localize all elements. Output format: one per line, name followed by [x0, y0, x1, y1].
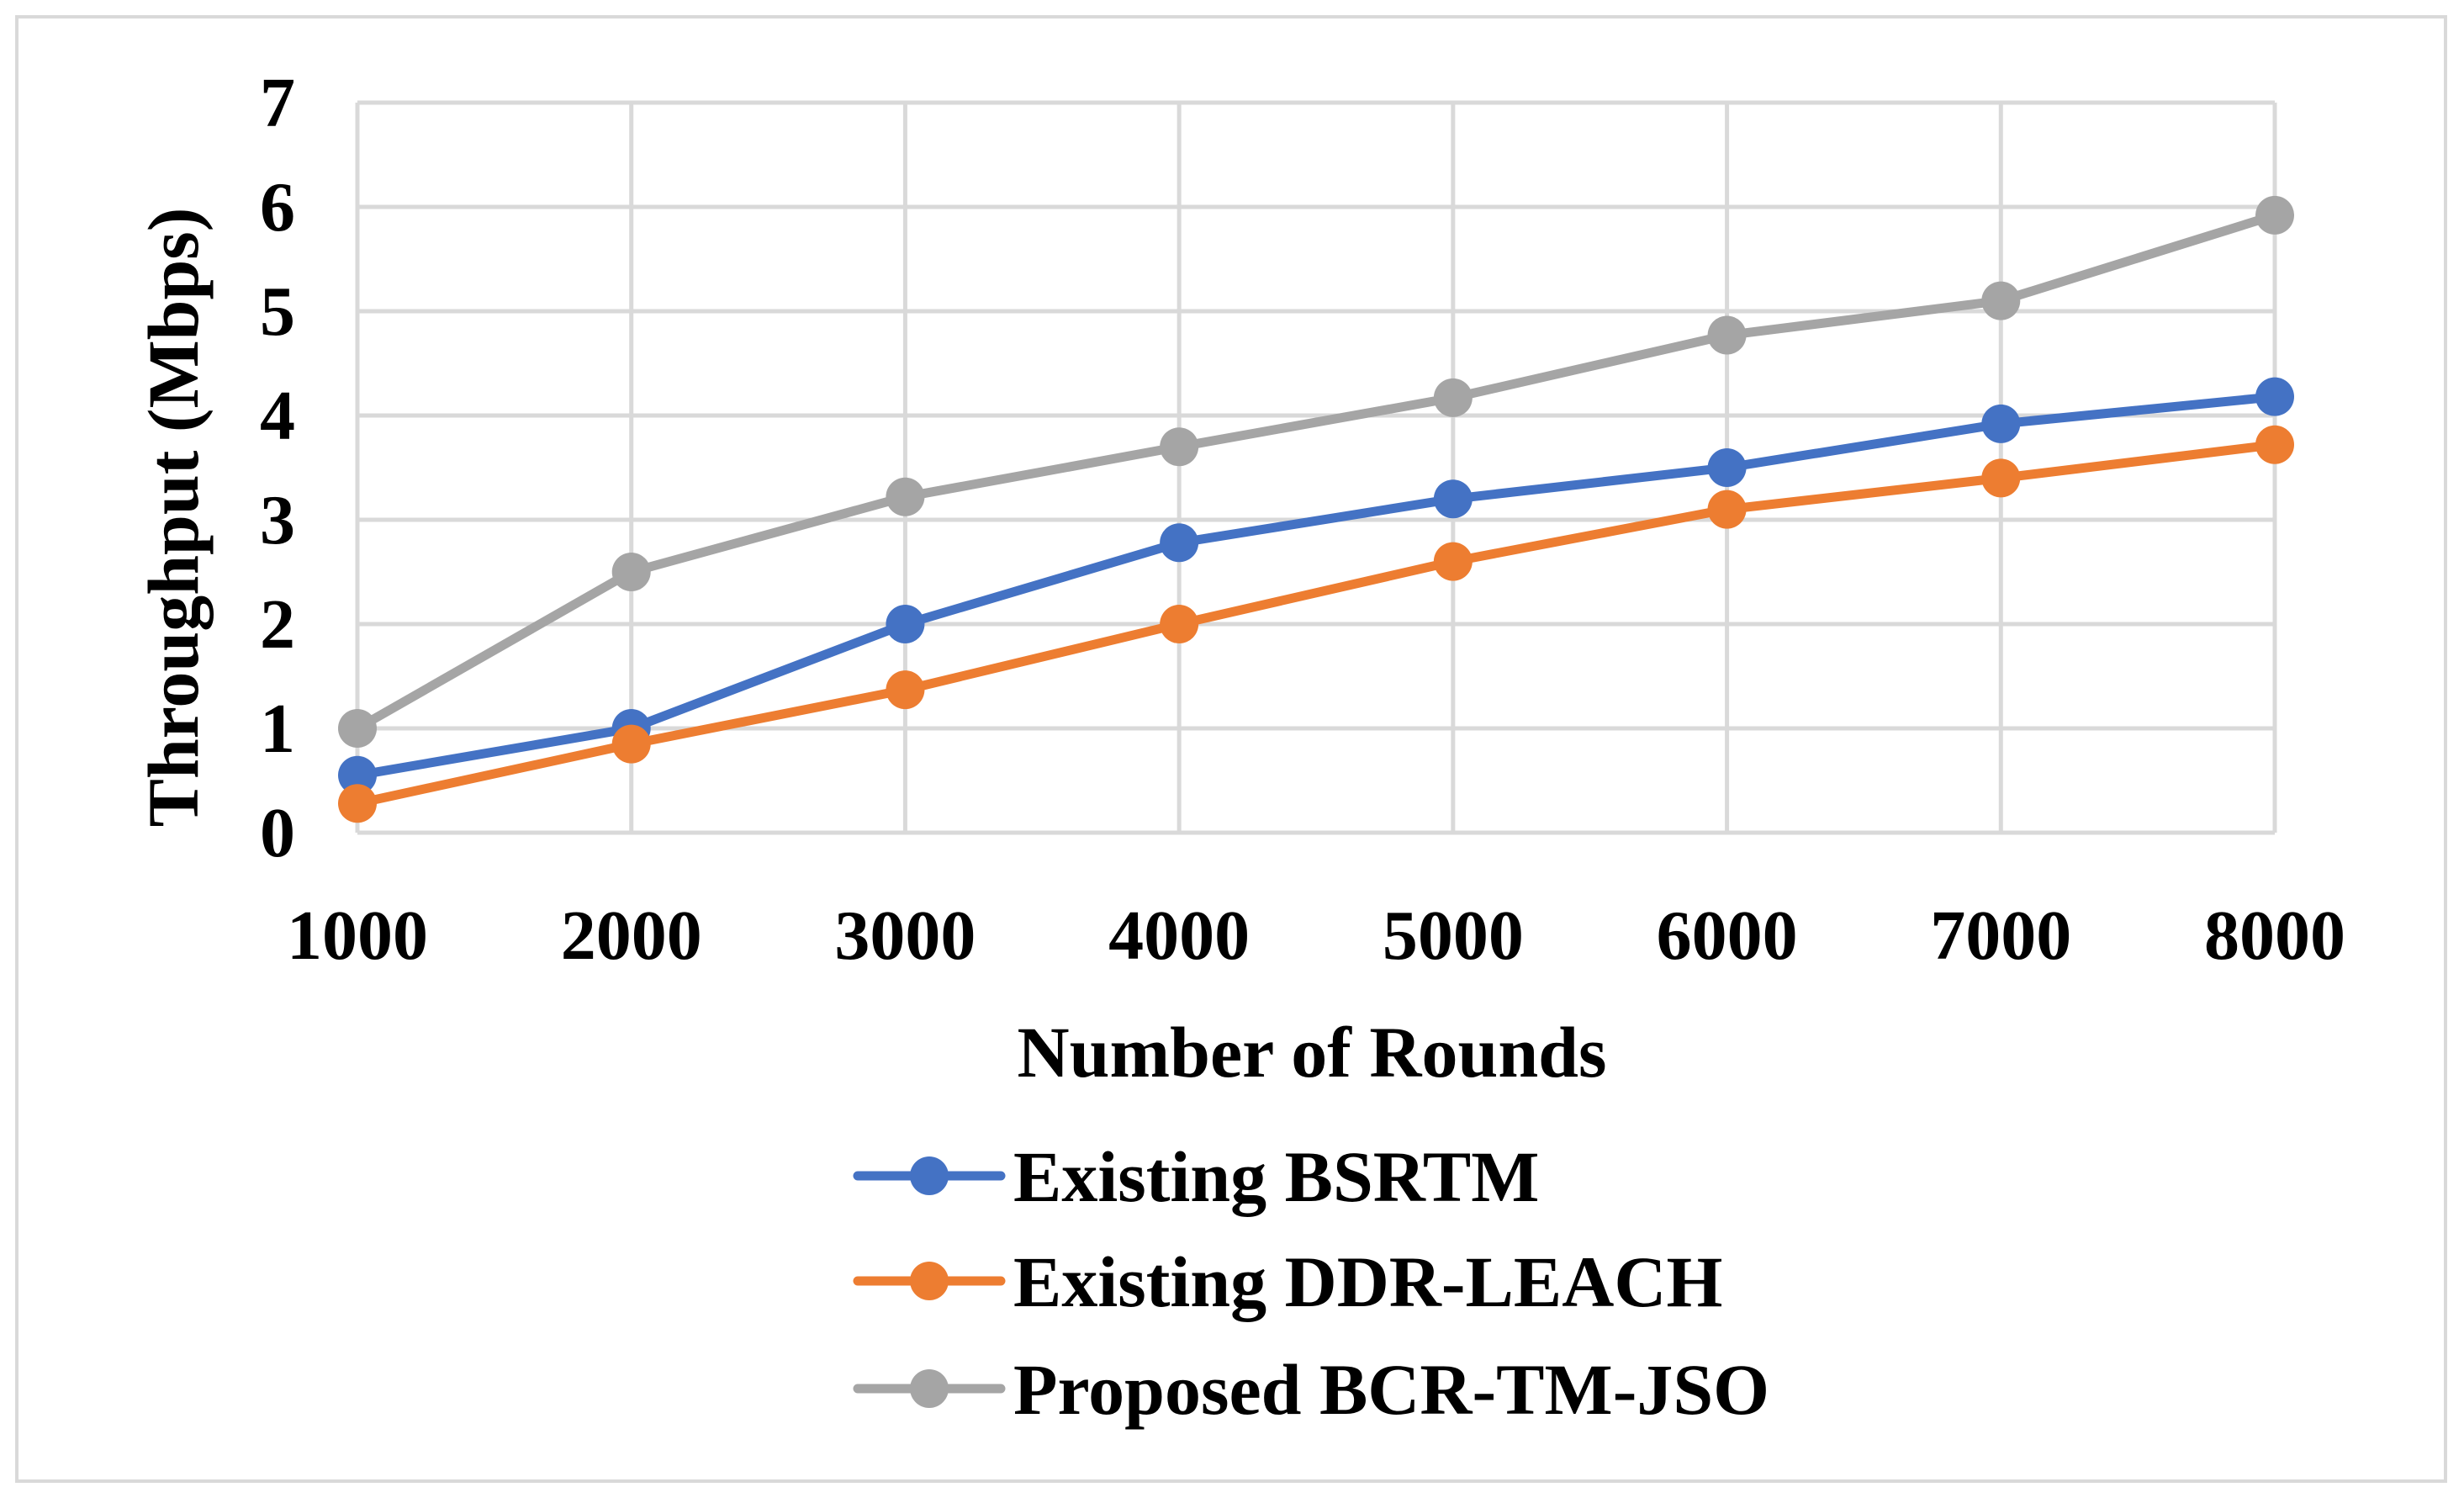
y-axis-ticks: 0 1 2 3 4 5 6 7 — [260, 64, 295, 872]
x-axis-ticks: 1000 2000 3000 4000 5000 6000 7000 8000 — [287, 897, 2345, 975]
data-point — [2255, 195, 2294, 235]
legend-entry: Existing DDR-LEACH — [853, 1241, 1722, 1322]
legend: Existing BSRTM Existing DDR-LEACH Proposed… — [853, 1136, 1769, 1430]
data-point — [611, 553, 651, 591]
legend-label: Existing DDR-LEACH — [1013, 1241, 1722, 1322]
data-point — [1981, 458, 2021, 498]
chart-frame — [15, 15, 2447, 1483]
data-point — [611, 724, 651, 764]
x-tick-label: 8000 — [2204, 897, 2345, 975]
legend-label: Proposed BCR-TM-JSO — [1013, 1349, 1769, 1430]
y-tick-label: 2 — [260, 585, 295, 664]
x-tick-label: 4000 — [1108, 897, 1250, 975]
data-point — [2255, 425, 2294, 464]
legend-marker — [910, 1262, 949, 1300]
data-point — [1981, 404, 2021, 443]
legend-label: Existing BSRTM — [1013, 1136, 1539, 1217]
data-point — [1160, 427, 1199, 467]
data-point — [886, 670, 925, 710]
legend-entry: Proposed BCR-TM-JSO — [853, 1349, 1769, 1430]
y-tick-label: 6 — [260, 168, 295, 246]
data-point — [338, 755, 377, 795]
data-point — [338, 784, 377, 823]
y-axis-title: Throughput (Mbps) — [133, 208, 214, 828]
data-point — [1707, 448, 1747, 487]
legend-marker — [910, 1156, 949, 1195]
x-tick-label: 2000 — [561, 897, 702, 975]
data-point — [2255, 377, 2294, 416]
y-tick-label: 5 — [260, 273, 295, 351]
data-point — [1981, 281, 2021, 320]
data-point — [1433, 378, 1473, 417]
data-point — [886, 477, 925, 516]
y-tick-label: 7 — [260, 64, 295, 142]
x-tick-label: 3000 — [834, 897, 976, 975]
x-axis-title: Number of Rounds — [1018, 1012, 1607, 1093]
data-point — [1433, 542, 1473, 581]
data-point — [886, 605, 925, 643]
y-tick-label: 4 — [260, 377, 295, 455]
x-tick-label: 6000 — [1657, 897, 1798, 975]
gridlines — [355, 100, 2277, 835]
y-tick-label: 3 — [260, 481, 295, 559]
series-line — [352, 392, 2280, 781]
data-point — [1160, 523, 1199, 563]
data-point — [1707, 315, 1747, 355]
data-point — [1160, 605, 1199, 643]
series-3 — [338, 195, 2294, 748]
y-tick-label: 0 — [260, 794, 295, 872]
series-line — [352, 440, 2280, 808]
series-line — [352, 210, 2280, 733]
series-lines — [338, 195, 2294, 823]
x-tick-label: 5000 — [1383, 897, 1524, 975]
data-point — [1707, 490, 1747, 529]
x-tick-label: 1000 — [287, 897, 428, 975]
legend-marker — [910, 1369, 949, 1408]
series-2 — [338, 425, 2294, 823]
x-tick-label: 7000 — [1930, 897, 2071, 975]
data-point — [1433, 479, 1473, 519]
legend-entry: Existing BSRTM — [853, 1136, 1539, 1217]
data-point — [338, 709, 377, 748]
y-tick-label: 1 — [260, 690, 295, 768]
